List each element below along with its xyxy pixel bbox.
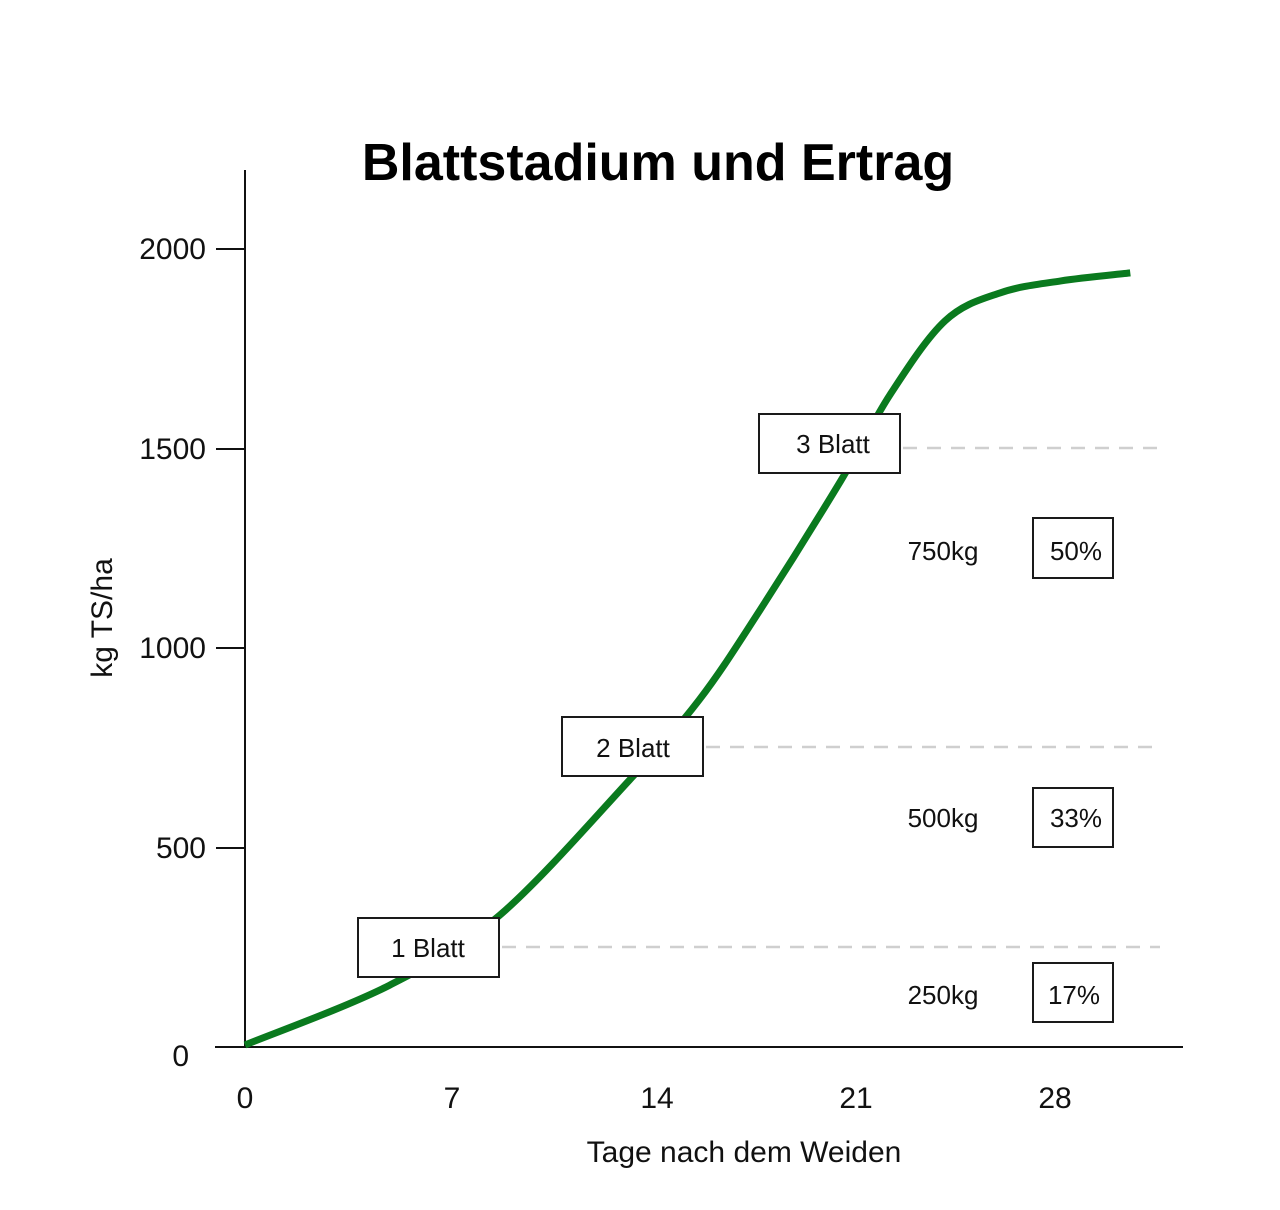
percent-label: 33%	[1050, 803, 1102, 833]
stage-box-2-blatt: 2 Blatt	[561, 716, 704, 777]
stage-box-frame	[357, 917, 500, 978]
stage-label: 3 Blatt	[796, 429, 870, 459]
reference-lines	[502, 446, 1160, 949]
x-ticks: 0 7 14 21 28	[237, 1082, 1072, 1115]
x-tick-label: 0	[237, 1082, 254, 1115]
x-tick-label: 14	[640, 1082, 673, 1115]
y-tick-label: 1500	[139, 433, 206, 466]
y-tick-label: 1000	[139, 632, 206, 665]
x-tick-label: 21	[839, 1082, 872, 1115]
y-ticks: 2000 1500 1000 500 0	[139, 233, 245, 1073]
amount-label: 500kg	[908, 803, 979, 833]
percent-box-frame	[1032, 517, 1114, 579]
percent-box-frame	[1032, 962, 1114, 1023]
x-tick-label: 28	[1038, 1082, 1071, 1115]
side-annotation-500: 500kg 33%	[908, 787, 1114, 848]
x-tick-label: 7	[444, 1082, 461, 1115]
stage-box-frame	[561, 716, 704, 777]
stage-label: 1 Blatt	[391, 933, 465, 963]
percent-box-frame	[1032, 787, 1114, 848]
x-axis-label: Tage nach dem Weiden	[587, 1136, 902, 1169]
amount-label: 250kg	[908, 980, 979, 1010]
side-annotation-250: 250kg 17%	[908, 962, 1114, 1023]
y-tick-label: 500	[156, 832, 206, 865]
stage-box-1-blatt: 1 Blatt	[357, 917, 500, 978]
stage-box-3-blatt: 3 Blatt	[758, 413, 901, 474]
percent-label: 50%	[1050, 536, 1102, 566]
side-annotation-750: 750kg 50%	[908, 517, 1114, 579]
chart-title: Blattstadium und Ertrag	[362, 134, 954, 192]
y-tick-label: 0	[172, 1040, 189, 1073]
percent-label: 17%	[1048, 980, 1100, 1010]
stage-label: 2 Blatt	[596, 733, 670, 763]
y-axis-label: kg TS/ha	[86, 558, 119, 678]
y-tick-label: 2000	[139, 233, 206, 266]
amount-label: 750kg	[908, 536, 979, 566]
stage-box-frame	[758, 413, 901, 474]
